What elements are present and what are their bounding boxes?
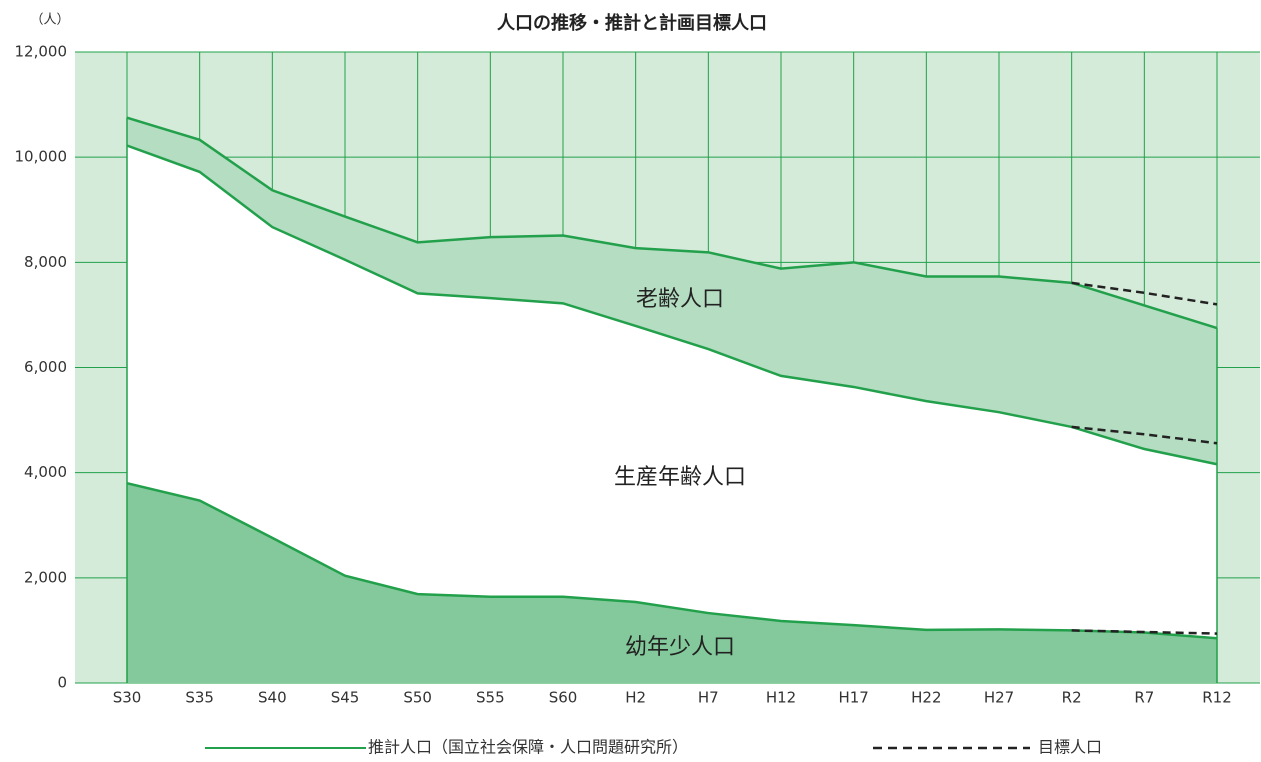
x-tick-label: R2 (1062, 689, 1082, 707)
x-tick-label: R12 (1202, 689, 1232, 707)
x-tick-label: S55 (476, 689, 505, 707)
x-tick-label: S35 (185, 689, 214, 707)
x-tick-label: H12 (766, 689, 796, 707)
y-tick-label: 6,000 (24, 358, 67, 376)
target-line (1071, 629, 1218, 635)
area-label: 老齢人口 (636, 287, 724, 312)
x-tick-label: S45 (331, 689, 360, 707)
target-line (1071, 425, 1218, 445)
area (127, 145, 1217, 639)
estimate-line (126, 116, 1218, 330)
y-tick-label: 2,000 (24, 568, 67, 586)
x-tick-label: S60 (549, 689, 578, 707)
chart-title: 人口の推移・推計と計画目標人口 (497, 12, 767, 34)
x-tick-label: H2 (625, 689, 646, 707)
area-label: 生産年齢人口 (614, 465, 746, 490)
estimate-line (126, 481, 1218, 640)
y-tick-label: 8,000 (24, 253, 67, 271)
area (127, 117, 1217, 465)
y-tick-label: 12,000 (15, 43, 68, 61)
x-tick-label: S50 (403, 689, 432, 707)
x-tick-label: S40 (258, 689, 287, 707)
x-tick-label: H7 (698, 689, 719, 707)
y-unit: （人） (30, 13, 69, 28)
estimate-line (126, 144, 1218, 466)
x-tick-label: H17 (838, 689, 868, 707)
x-tick-label: S30 (113, 689, 142, 707)
x-tick-label: R7 (1134, 689, 1154, 707)
x-tick-label: H27 (984, 689, 1014, 707)
legend-label: 目標人口 (1038, 738, 1102, 757)
x-tick-label: H22 (911, 689, 941, 707)
area-label: 幼年少人口 (625, 635, 735, 660)
area (127, 483, 1217, 683)
target-line (1071, 281, 1218, 306)
y-tick-label: 4,000 (24, 463, 67, 481)
legend-label: 推計人口（国立社会保障・人口問題研究所） (368, 738, 688, 757)
y-tick-label: 10,000 (15, 148, 68, 166)
y-tick-label: 0 (57, 674, 67, 692)
